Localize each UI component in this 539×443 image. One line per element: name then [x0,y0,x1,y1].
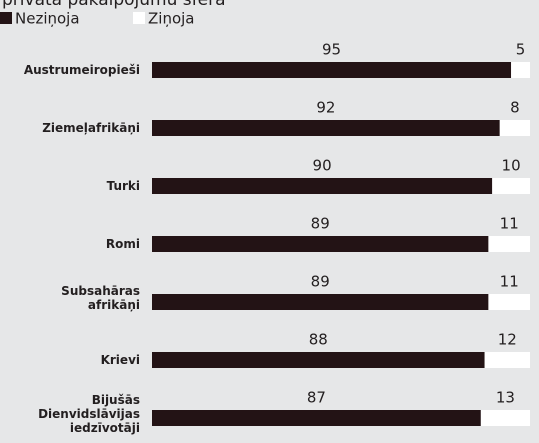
value-label: 12 [498,331,517,349]
bar-segment [488,236,530,252]
bar-segment [484,352,530,368]
bar-segment [492,178,530,194]
value-label: 88 [309,331,328,349]
value-label: 89 [311,215,330,233]
legend-swatch [133,12,145,24]
value-label: 95 [322,41,341,59]
category-label: Romi [106,237,140,251]
bar-segment [488,294,530,310]
bar-segment [152,352,485,368]
bar-segment [480,410,530,426]
chart-title: privātā pakalpojumu sfērā [2,0,226,10]
bar-segment [511,62,530,78]
bar-segment [152,178,493,194]
bar-segment [152,62,512,78]
category-label: Austrumeiropieši [24,63,140,77]
value-label: 87 [307,389,326,407]
category-label: Turki [107,179,140,193]
value-label: 11 [500,273,519,291]
category-label: Bijušās Dienvidslāvijas iedzīvotāji [38,393,140,435]
bar-segment [152,410,481,426]
legend-swatch [0,12,12,24]
legend-label: Neziņoja [15,10,80,28]
bar-segment [152,294,489,310]
bar-segment [152,236,489,252]
bar-segment [152,120,500,136]
value-label: 10 [502,157,521,175]
category-label: Krievi [101,353,140,367]
value-label: 11 [500,215,519,233]
value-label: 5 [516,41,526,59]
value-label: 90 [313,157,332,175]
category-label: Ziemeļafrikāņi [42,121,140,135]
value-label: 8 [510,99,520,117]
value-label: 13 [496,389,515,407]
value-label: 89 [311,273,330,291]
category-label: Subsahāras afrikāņi [61,284,140,312]
value-label: 92 [316,99,335,117]
legend-label: Ziņoja [148,10,195,28]
bar-segment [499,120,530,136]
